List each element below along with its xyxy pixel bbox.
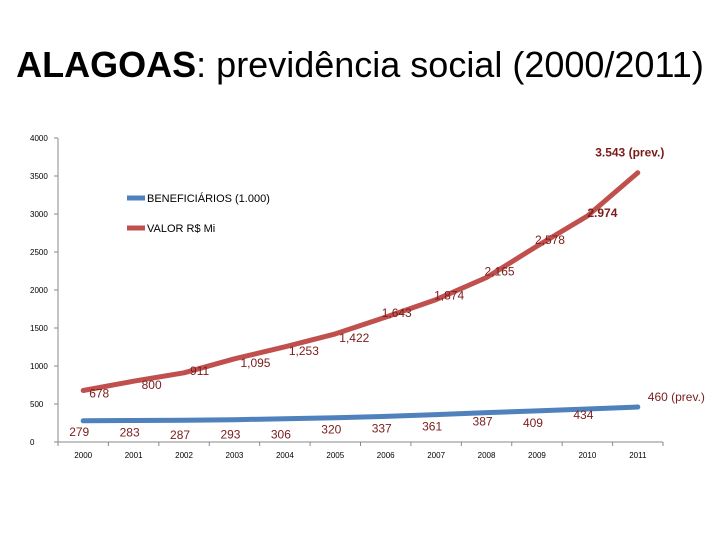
data-label-valor: 800: [142, 378, 162, 392]
data-label-valor: 1,095: [240, 356, 270, 370]
data-label-valor: 678: [89, 386, 109, 400]
data-label-beneficiarios: 279: [69, 425, 89, 439]
x-tick-label: 2005: [326, 451, 344, 460]
data-label-beneficiarios: 287: [170, 428, 190, 442]
series-line-0: [80, 404, 641, 424]
x-tick-label: 2011: [629, 451, 647, 460]
data-label-valor: 911: [190, 364, 209, 378]
data-label-beneficiarios: 434: [573, 408, 593, 422]
data-label-valor: 2,165: [485, 264, 515, 278]
chart-lines: [80, 170, 641, 424]
x-tick-label: 2003: [226, 451, 244, 460]
data-label-beneficiarios: 460 (prev.): [648, 390, 705, 404]
chart-data-labels: 279 283 287 293 306 320 337 361 387 409 434 460 (pr…: [69, 146, 705, 442]
x-tick-label: 2001: [125, 451, 143, 460]
x-tick-label: 2000: [74, 451, 92, 460]
data-label-beneficiarios: 283: [120, 425, 140, 439]
y-tick-label: 1000: [30, 362, 48, 371]
x-tick-label: 2010: [578, 451, 596, 460]
x-tick-label: 2002: [175, 451, 193, 460]
series-line-1: [80, 170, 641, 393]
x-tick-label: 2009: [528, 451, 546, 460]
chart-legend: BENEFICIÁRIOS (1.000) VALOR R$ Mi: [127, 192, 270, 235]
data-label-valor: 1,874: [434, 289, 464, 303]
x-tick-label: 2004: [276, 451, 294, 460]
chart-axes: [57, 138, 663, 443]
y-tick-label: 2000: [30, 286, 48, 295]
data-label-valor: 1,422: [339, 331, 369, 345]
data-label-valor: 2,578: [535, 233, 565, 247]
data-label-beneficiarios: 409: [523, 416, 543, 430]
data-label-valor: 3.543 (prev.): [595, 146, 664, 160]
y-tick-label: 3000: [30, 210, 48, 219]
title-rest: : previdência social (2000/2011): [196, 44, 704, 85]
x-tick-label: 2008: [478, 451, 496, 460]
y-tick-label: 0: [30, 438, 35, 447]
x-tick-label: 2006: [377, 451, 395, 460]
data-label-beneficiarios: 361: [422, 420, 442, 434]
data-label-valor: 1,253: [289, 344, 319, 358]
data-label-beneficiarios: 293: [220, 428, 240, 442]
data-label-valor: 1,643: [382, 306, 412, 320]
title-bold: ALAGOAS: [16, 44, 197, 85]
legend-label: BENEFICIÁRIOS (1.000): [147, 192, 270, 205]
y-tick-label: 4000: [30, 134, 48, 143]
page-title: ALAGOAS: previdência social (2000/2011): [0, 44, 720, 86]
x-tick-label: 2007: [427, 451, 445, 460]
data-label-beneficiarios: 387: [473, 415, 493, 429]
y-tick-label: 1500: [30, 324, 48, 333]
legend-label: VALOR R$ Mi: [147, 223, 215, 235]
data-label-beneficiarios: 320: [321, 423, 341, 437]
y-tick-label: 500: [30, 400, 44, 409]
data-label-beneficiarios: 337: [372, 421, 392, 435]
data-label-beneficiarios: 306: [271, 428, 291, 442]
y-tick-label: 3500: [30, 172, 48, 181]
data-label-valor: 2.974: [587, 206, 617, 220]
y-tick-label: 2500: [30, 248, 48, 257]
chart-ticks: 0 500 1000 1500 2000 2500 3000 3500 4000 2000 2001…: [30, 134, 664, 460]
